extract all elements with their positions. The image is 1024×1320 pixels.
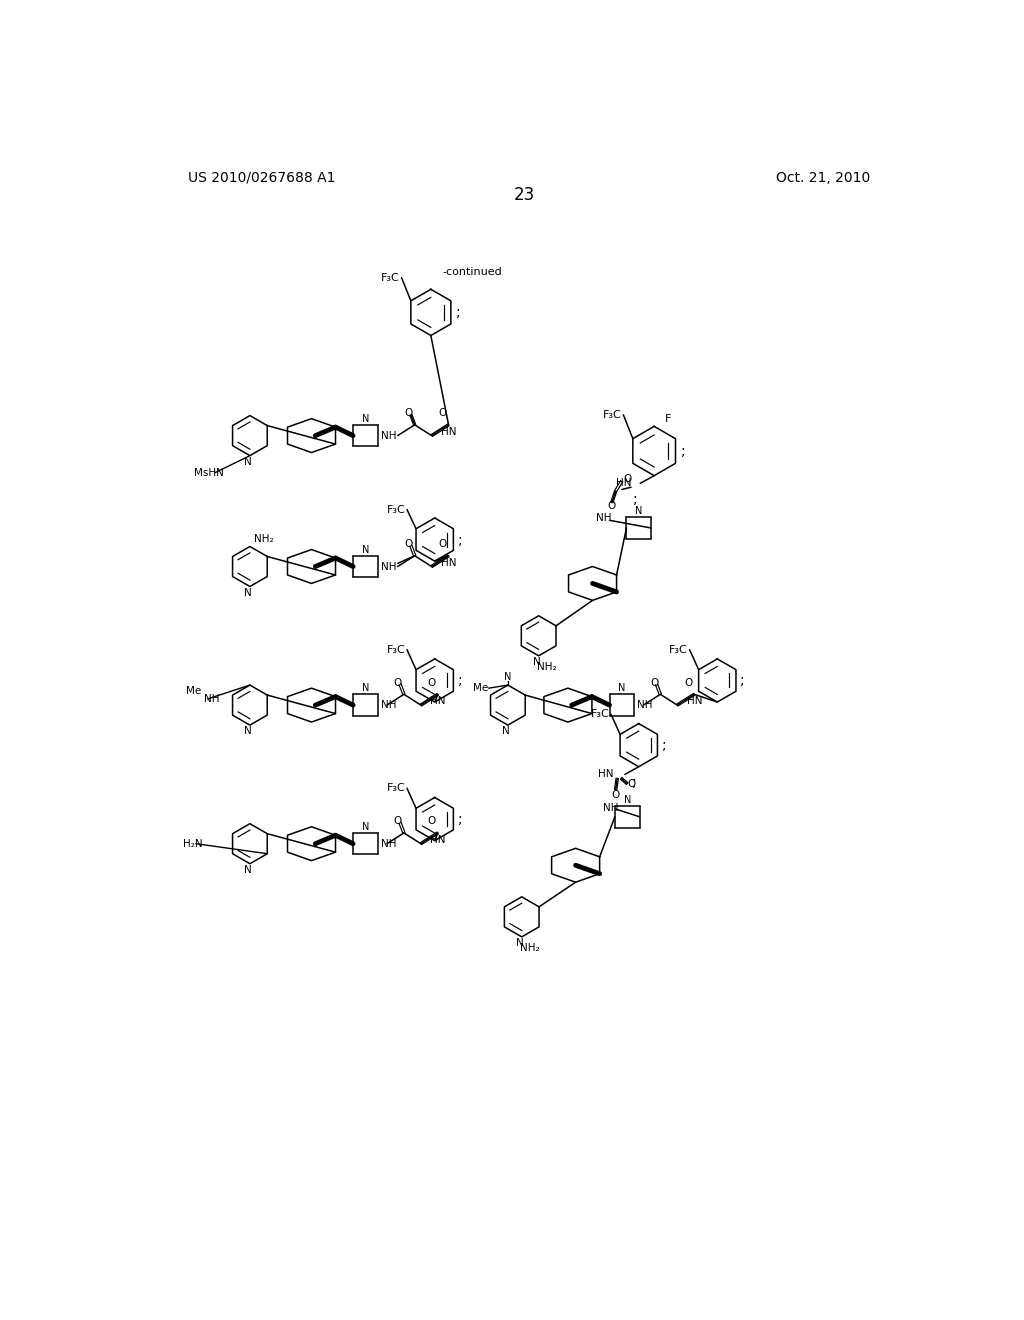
Text: HN: HN bbox=[430, 834, 445, 845]
Text: O: O bbox=[438, 408, 446, 418]
Text: NH₂: NH₂ bbox=[519, 942, 540, 953]
Text: HN: HN bbox=[441, 557, 457, 568]
Text: HN: HN bbox=[598, 770, 613, 779]
Text: HN: HN bbox=[615, 478, 631, 488]
Text: O: O bbox=[611, 791, 620, 800]
Text: N: N bbox=[245, 587, 252, 598]
Text: N: N bbox=[516, 939, 524, 948]
Text: O: O bbox=[393, 816, 401, 826]
Text: F₃C: F₃C bbox=[381, 273, 400, 282]
Text: O: O bbox=[427, 677, 436, 688]
Text: N: N bbox=[245, 726, 252, 737]
Text: O: O bbox=[627, 779, 635, 789]
Text: O: O bbox=[607, 502, 615, 511]
Text: NH: NH bbox=[381, 838, 396, 849]
Text: Me: Me bbox=[473, 684, 488, 693]
Text: ;: ; bbox=[456, 305, 460, 319]
Text: NH: NH bbox=[204, 694, 219, 704]
Text: O: O bbox=[684, 677, 692, 688]
Text: N: N bbox=[245, 865, 252, 875]
Text: N: N bbox=[618, 684, 626, 693]
Text: ;: ; bbox=[458, 812, 463, 826]
Text: F: F bbox=[665, 413, 671, 424]
Text: -continued: -continued bbox=[442, 267, 502, 277]
Text: N: N bbox=[534, 657, 541, 667]
Text: N: N bbox=[361, 822, 369, 832]
Text: NH: NH bbox=[603, 803, 618, 813]
Text: O: O bbox=[438, 539, 446, 549]
Text: US 2010/0267688 A1: US 2010/0267688 A1 bbox=[188, 170, 336, 185]
Text: NH: NH bbox=[637, 700, 652, 710]
Text: HN: HN bbox=[441, 426, 457, 437]
Text: F₃C: F₃C bbox=[603, 409, 622, 420]
Text: ;: ; bbox=[458, 673, 463, 688]
Text: N: N bbox=[635, 506, 642, 516]
Text: O: O bbox=[427, 816, 436, 826]
Text: N: N bbox=[361, 545, 369, 554]
Text: ;: ; bbox=[458, 532, 463, 546]
Text: N: N bbox=[503, 726, 510, 737]
Text: O: O bbox=[404, 408, 413, 418]
Text: N: N bbox=[504, 672, 512, 682]
Text: NH₂: NH₂ bbox=[254, 533, 273, 544]
Text: O: O bbox=[624, 474, 632, 484]
Text: Me: Me bbox=[186, 686, 202, 696]
Text: N: N bbox=[361, 684, 369, 693]
Text: MsHN: MsHN bbox=[194, 467, 223, 478]
Text: HN: HN bbox=[430, 696, 445, 706]
Text: F₃C: F₃C bbox=[591, 709, 609, 719]
Text: F₃C: F₃C bbox=[670, 644, 688, 655]
Text: NH: NH bbox=[381, 561, 396, 572]
Text: H₂N: H₂N bbox=[183, 838, 203, 849]
Text: Oct. 21, 2010: Oct. 21, 2010 bbox=[775, 170, 869, 185]
Text: N: N bbox=[245, 457, 252, 467]
Text: N: N bbox=[361, 413, 369, 424]
Text: NH: NH bbox=[596, 513, 612, 523]
Text: O: O bbox=[393, 677, 401, 688]
Text: ;: ; bbox=[633, 492, 637, 506]
Text: NH: NH bbox=[381, 700, 396, 710]
Text: NH₂: NH₂ bbox=[537, 661, 556, 672]
Text: ;: ; bbox=[740, 673, 745, 688]
Text: N: N bbox=[624, 795, 631, 805]
Text: O: O bbox=[404, 539, 413, 549]
Text: 23: 23 bbox=[514, 186, 536, 205]
Text: O: O bbox=[650, 677, 658, 688]
Text: NH: NH bbox=[381, 430, 396, 441]
Text: F₃C: F₃C bbox=[387, 783, 406, 793]
Text: HN: HN bbox=[686, 696, 702, 706]
Text: ;: ; bbox=[662, 738, 667, 752]
Text: F₃C: F₃C bbox=[387, 644, 406, 655]
Text: ;: ; bbox=[681, 444, 686, 458]
Text: F₃C: F₃C bbox=[387, 504, 406, 515]
Text: ;: ; bbox=[632, 775, 637, 789]
